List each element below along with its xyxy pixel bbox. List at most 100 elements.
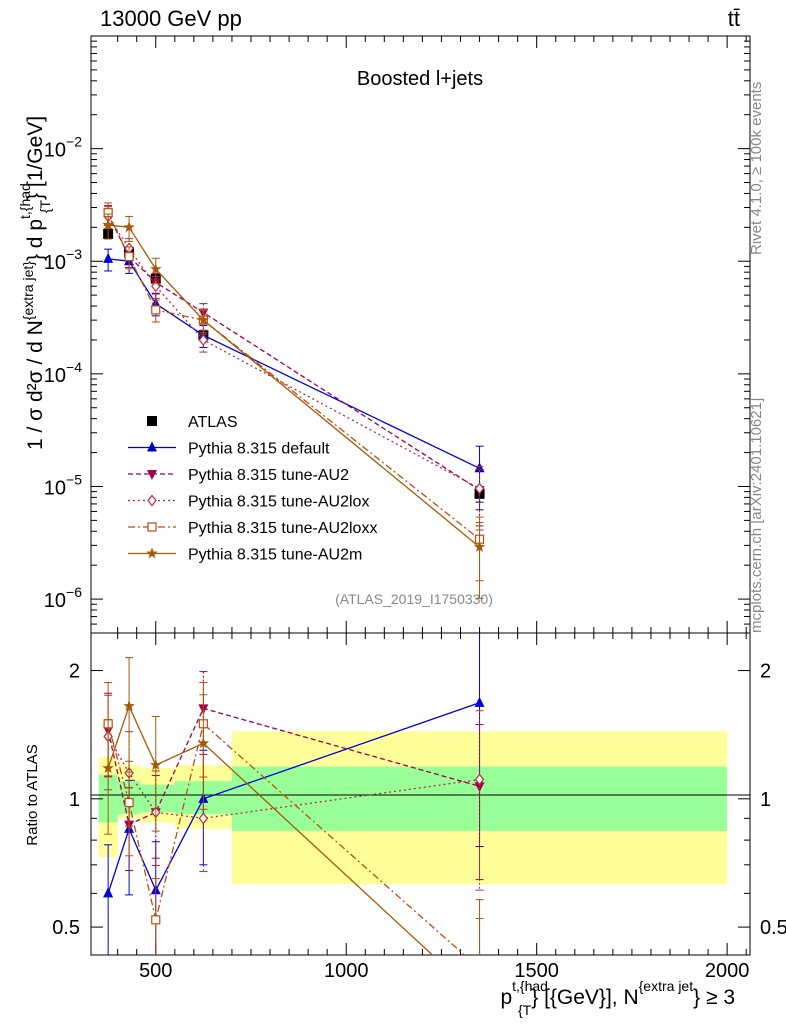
y-tick-base: 10 — [44, 365, 66, 387]
y-tick-label: 10−3 — [44, 246, 82, 274]
legend-item-default: Pythia 8.315 default — [128, 441, 330, 458]
main-axis-ticks — [91, 35, 750, 634]
ylabel-tail: } [1/GeV] — [24, 116, 47, 200]
ratio-point-au2lox — [474, 773, 485, 786]
data-point-default — [103, 252, 114, 263]
main-y-axis-label: 1 / σ d²σ / d N{extra jet}} d pt,{had {T}… — [17, 116, 53, 450]
ratio-point-au2m — [474, 993, 485, 1004]
ratio-point-default — [474, 696, 485, 707]
data-point-au2lox — [198, 333, 209, 346]
main-frame — [90, 35, 751, 634]
data-point-au2m — [197, 314, 210, 325]
x-tick-label: 500 — [139, 960, 172, 982]
ylabel-sub2: {T — [37, 199, 53, 213]
ratio-point-au2loxx — [151, 915, 161, 925]
ratio-y-tick-label-left: 2 — [69, 661, 80, 683]
legend-label: Pythia 8.315 tune-AU2lox — [188, 494, 369, 511]
data-point-au2m — [473, 541, 486, 552]
xlabel-sup1: t,{had — [512, 978, 548, 994]
xlabel-tail: } ≥ 3 — [693, 986, 735, 1009]
legend-label: Pythia 8.315 tune-AU2loxx — [188, 520, 377, 537]
data-point-au2loxx — [124, 251, 134, 262]
xlabel-sub1: {T — [518, 1002, 532, 1018]
header-final-state: tt̄ — [728, 6, 740, 31]
ratio-y-axis-label: Ratio to ATLAS — [24, 744, 41, 845]
xlabel-sup2: {extra jet — [639, 978, 694, 994]
y-tick-base: 10 — [44, 590, 66, 612]
ratio-bands — [98, 731, 728, 885]
y-tick-label: 10−2 — [44, 134, 82, 162]
ratio-y-tick-label-left: 0.5 — [52, 917, 80, 939]
x-tick-label: 1000 — [324, 960, 369, 982]
header-process: 13000 GeV pp — [100, 6, 242, 31]
ratio-y-tick-labels: 2 2 1 1 0.5 0.5 — [52, 661, 786, 940]
legend-label: Pythia 8.315 default — [188, 441, 330, 458]
data-point-au2m — [123, 221, 135, 233]
xlabel-mid: } [{GeV}], N — [531, 986, 638, 1009]
y-tick-base: 10 — [44, 477, 66, 499]
x-tick-label: 2000 — [705, 960, 750, 982]
y-tick-exponent: −6 — [66, 584, 82, 600]
y-tick-exponent: −4 — [66, 359, 82, 375]
legend-item-au2m: Pythia 8.315 tune-AU2m — [128, 547, 362, 564]
ratio-y-tick-label-right: 0.5 — [760, 917, 786, 939]
ratio-point-au2lox — [198, 812, 209, 825]
ratio-axis-ticks — [91, 633, 750, 955]
y-tick-exponent: −3 — [66, 246, 82, 262]
ylabel-mid: } d p — [24, 219, 47, 261]
legend-label: Pythia 8.315 tune-AU2m — [188, 547, 362, 564]
y-tick-base: 10 — [44, 140, 66, 162]
analysis-id: (ATLAS_2019_I1750330) — [335, 591, 493, 607]
series-au2m — [102, 213, 486, 599]
ratio-point-default — [103, 887, 114, 898]
legend-marker — [147, 494, 157, 507]
legend-marker — [147, 522, 157, 532]
legend-marker — [147, 441, 157, 452]
legend: ATLAS Pythia 8.315 default Pythia 8.315 tu… — [128, 414, 377, 564]
series-line-au2lox — [107, 216, 480, 490]
legend-label: Pythia 8.315 tune-AU2 — [188, 467, 349, 484]
x-tick-label: 1500 — [514, 960, 559, 982]
ratio-series-au2m — [102, 657, 485, 1004]
y-tick-label: 10−5 — [44, 471, 82, 499]
mcplots-credit: mcplots.cern.ch [arXiv:2401.10621] — [748, 398, 765, 633]
y-tick-base: 10 — [44, 252, 66, 274]
legend-item-au2lox: Pythia 8.315 tune-AU2lox — [128, 494, 369, 511]
data-point-au2loxx — [151, 305, 161, 315]
legend-label: ATLAS — [188, 414, 238, 431]
legend-marker — [147, 470, 157, 480]
data-point-au2lox — [474, 482, 485, 495]
data-point-au2m — [102, 219, 114, 230]
ylabel-sup1: {extra jet} — [20, 261, 36, 320]
ratio-y-tick-label-left: 1 — [69, 789, 80, 811]
x-tick-labels: 500 1000 1500 2000 — [139, 960, 749, 982]
legend-marker — [147, 416, 157, 426]
ratio-y-tick-label-right: 2 — [760, 661, 771, 683]
ratio-point-au2m — [102, 762, 114, 773]
main-series — [102, 202, 486, 599]
ratio-point-au2loxx — [476, 964, 484, 972]
legend-marker — [146, 547, 158, 559]
y-tick-exponent: −2 — [66, 134, 82, 150]
ratio-frame — [90, 632, 751, 956]
ratio-point-au2m — [123, 700, 135, 711]
main-panel — [90, 35, 751, 634]
ratio-point-au2m — [197, 737, 210, 749]
legend-item-au2loxx: Pythia 8.315 tune-AU2loxx — [128, 520, 377, 537]
rivet-version: Rivet 4.1.0, ≥ 100k events — [748, 82, 765, 255]
ratio-line-au2 — [107, 707, 480, 826]
ylabel-main: 1 / σ d²σ / d N — [24, 320, 47, 450]
y-tick-exponent: −5 — [66, 471, 82, 487]
y-tick-label: 10−4 — [44, 359, 82, 387]
ratio-series — [102, 633, 485, 1004]
y-tick-label: 10−6 — [44, 584, 82, 612]
legend-item-au2: Pythia 8.315 tune-AU2 — [128, 467, 349, 484]
ratio-y-tick-label-right: 1 — [760, 789, 771, 811]
xlabel-p: p — [500, 986, 512, 1009]
x-axis-label: pt,{had {T} [{GeV}], N{extra jet} ≥ 3 — [500, 978, 735, 1018]
main-y-tick-labels: 10−210−310−410−510−6 — [44, 134, 82, 612]
legend-item-atlas: ATLAS — [147, 414, 238, 431]
ylabel-sup2: t,{had — [17, 183, 33, 219]
